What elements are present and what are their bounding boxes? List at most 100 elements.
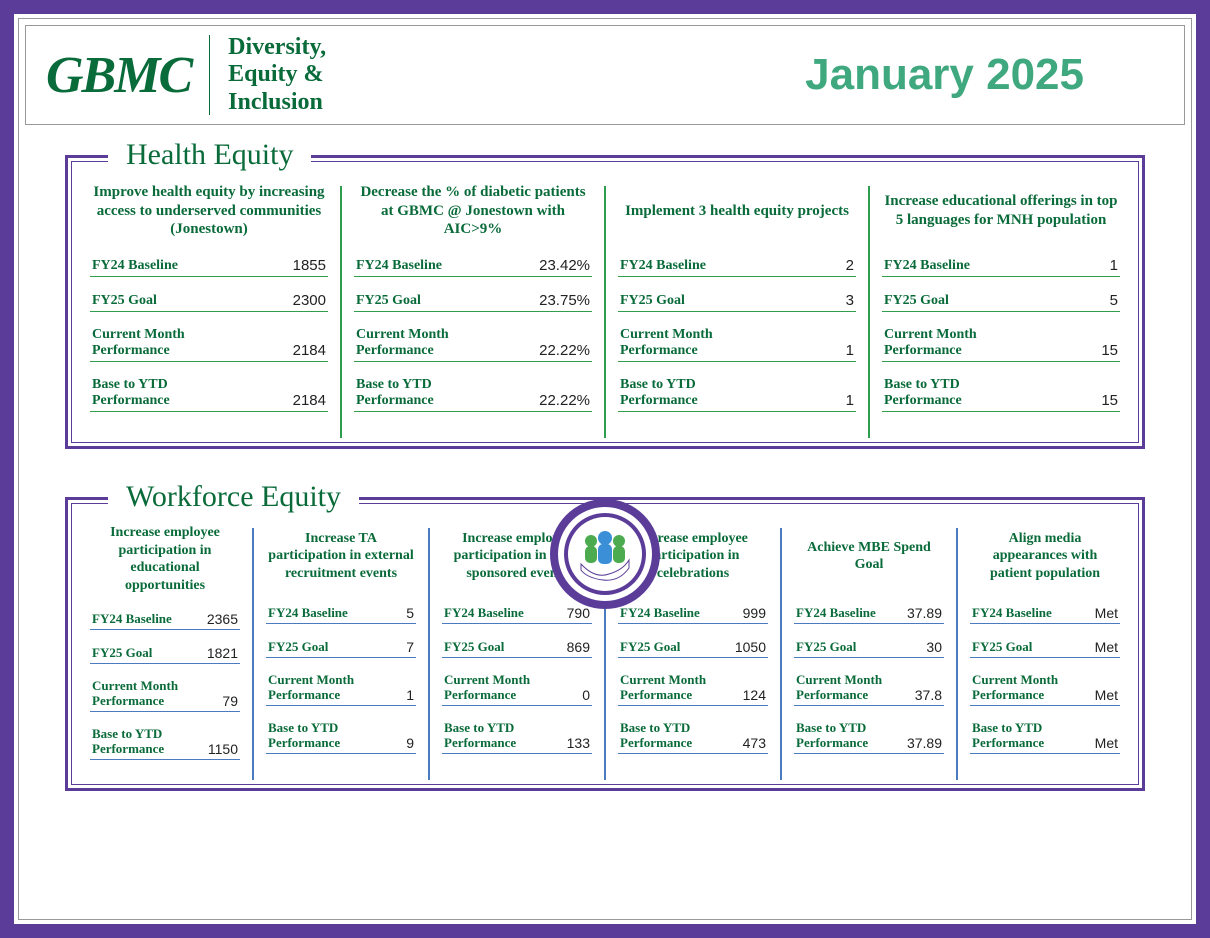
metric-label: FY25 Goal xyxy=(884,293,949,309)
metric-label: Current Month Performance xyxy=(92,679,187,709)
base-ytd-row: Base to YTD Performance 9 xyxy=(266,718,416,754)
metric-label: FY24 Baseline xyxy=(92,258,178,274)
base-ytd-row: Base to YTD Performance 22.22% xyxy=(354,374,592,412)
fy25-goal-row: FY25 Goal7 xyxy=(266,636,416,658)
metric-value: 79 xyxy=(216,693,238,709)
fy25-goal-row: FY25 Goal 3 xyxy=(618,289,856,312)
metric-label: Current Month Performance xyxy=(268,673,363,703)
metric-value: 1 xyxy=(1104,257,1118,274)
metric-label: FY25 Goal xyxy=(620,293,685,309)
metric-card: Decrease the % of diabetic patients at G… xyxy=(342,182,604,442)
metric-value: 999 xyxy=(737,605,766,621)
metric-label: Base to YTD Performance xyxy=(796,721,891,751)
fy25-goal-row: FY25 Goal 869 xyxy=(442,636,592,658)
metric-value: 7 xyxy=(400,639,414,655)
metric-title: Improve health equity by increasing acce… xyxy=(90,182,328,240)
dei-line-3: Inclusion xyxy=(228,89,326,117)
fy25-goal-row: FY25 Goal2300 xyxy=(90,289,328,312)
metric-value: 1050 xyxy=(729,639,766,655)
metric-card: Improve health equity by increasing acce… xyxy=(78,182,340,442)
fy24-baseline-row: FY24 Baseline 1855 xyxy=(90,254,328,277)
metric-label: Base to YTD Performance xyxy=(972,721,1067,751)
metric-label: FY24 Baseline xyxy=(972,606,1052,621)
dei-line-2: Equity & xyxy=(228,61,326,89)
metric-card: Achieve MBE Spend Goal FY24 Baseline 37.89… xyxy=(782,524,956,784)
metric-label: FY25 Goal xyxy=(972,640,1032,655)
fy25-goal-row: FY25 Goal Met xyxy=(970,636,1120,658)
center-emblem-icon xyxy=(550,499,660,609)
fy25-goal-row: FY25 Goal5 xyxy=(882,289,1120,312)
metric-value: 2365 xyxy=(201,611,238,627)
metric-value: 15 xyxy=(1095,392,1118,409)
metric-value: 3 xyxy=(840,292,854,309)
metric-value: Met xyxy=(1089,605,1118,621)
metric-card: Implement 3 health equity projects FY24 B… xyxy=(606,182,868,442)
metric-title: Decrease the % of diabetic patients at G… xyxy=(354,182,592,240)
metric-value: 22.22% xyxy=(533,392,590,409)
header-bar: GBMC Diversity, Equity & Inclusion Janua… xyxy=(25,25,1185,125)
metric-label: FY24 Baseline xyxy=(92,612,172,627)
metric-label: Base to YTD Performance xyxy=(356,377,508,409)
base-ytd-row: Base to YTD Performance133 xyxy=(442,718,592,754)
metric-label: FY24 Baseline xyxy=(356,258,442,274)
fy25-goal-row: FY25 Goal 1821 xyxy=(90,642,240,664)
current-month-row: Current Month Performance 37.8 xyxy=(794,670,944,706)
metric-value: 1821 xyxy=(201,645,238,661)
metric-label: Base to YTD Performance xyxy=(884,377,1036,409)
current-month-row: Current Month PerformanceMet xyxy=(970,670,1120,706)
base-ytd-row: Base to YTD Performance2184 xyxy=(90,374,328,412)
metric-value: 124 xyxy=(737,687,766,703)
fy24-baseline-row: FY24 Baseline5 xyxy=(266,602,416,624)
metric-label: Base to YTD Performance xyxy=(268,721,363,751)
metric-label: Current Month Performance xyxy=(796,673,891,703)
fy25-goal-row: FY25 Goal1050 xyxy=(618,636,768,658)
dashboard-frame: GBMC Diversity, Equity & Inclusion Janua… xyxy=(0,0,1210,938)
current-month-row: Current Month Performance 2184 xyxy=(90,324,328,362)
fy24-baseline-row: FY24 Baseline2 xyxy=(618,254,856,277)
current-month-row: Current Month Performance 79 xyxy=(90,676,240,712)
metric-card: Increase educational offerings in top 5 … xyxy=(870,182,1132,442)
metric-title: Achieve MBE Spend Goal xyxy=(794,524,944,588)
current-month-row: Current Month Performance 22.22% xyxy=(354,324,592,362)
metric-value: 22.22% xyxy=(533,342,590,359)
metric-label: Current Month Performance xyxy=(92,327,244,359)
metric-value: 1150 xyxy=(202,741,238,757)
base-ytd-row: Base to YTD Performance37.89 xyxy=(794,718,944,754)
metric-label: FY24 Baseline xyxy=(796,606,876,621)
metric-value: 23.75% xyxy=(533,292,590,309)
metric-value: 30 xyxy=(920,639,942,655)
metric-value: 9 xyxy=(400,735,414,751)
fy24-baseline-row: FY24 Baseline 2365 xyxy=(90,608,240,630)
metric-card: Increase employee participation in educa… xyxy=(78,524,252,784)
metric-title: Increase employee participation in educa… xyxy=(90,524,240,594)
base-ytd-row: Base to YTD Performance 1150 xyxy=(90,724,240,760)
metric-value: 2184 xyxy=(287,392,326,409)
health-equity-title: Health Equity xyxy=(108,138,311,172)
fy24-baseline-row: FY24 Baseline 23.42% xyxy=(354,254,592,277)
metric-title: Align media appearances with patient pop… xyxy=(970,524,1120,588)
dei-title: Diversity, Equity & Inclusion xyxy=(210,34,326,117)
metric-label: FY25 Goal xyxy=(444,640,504,655)
metric-value: 23.42% xyxy=(533,257,590,274)
metric-label: Base to YTD Performance xyxy=(444,721,539,751)
metric-value: 2184 xyxy=(287,342,326,359)
metric-value: 15 xyxy=(1095,342,1118,359)
gbmc-logo: GBMC xyxy=(46,46,209,105)
metric-label: FY25 Goal xyxy=(92,646,152,661)
base-ytd-row: Base to YTD Performance 15 xyxy=(882,374,1120,412)
metric-label: FY24 Baseline xyxy=(268,606,348,621)
metric-value: 37.89 xyxy=(901,605,942,621)
metric-title: Implement 3 health equity projects xyxy=(618,182,856,240)
metric-value: 473 xyxy=(737,735,766,751)
metric-label: Base to YTD Performance xyxy=(92,727,187,757)
metric-value: 1855 xyxy=(287,257,326,274)
metric-value: 1 xyxy=(400,687,414,703)
metric-value: 2300 xyxy=(287,292,326,309)
metric-label: Current Month Performance xyxy=(444,673,539,703)
current-month-row: Current Month Performance0 xyxy=(442,670,592,706)
metric-value: 37.8 xyxy=(909,687,942,703)
metric-label: Current Month Performance xyxy=(356,327,508,359)
metric-value: 869 xyxy=(561,639,590,655)
metric-title: Increase TA participation in external re… xyxy=(266,524,416,588)
metric-value: Met xyxy=(1089,639,1118,655)
